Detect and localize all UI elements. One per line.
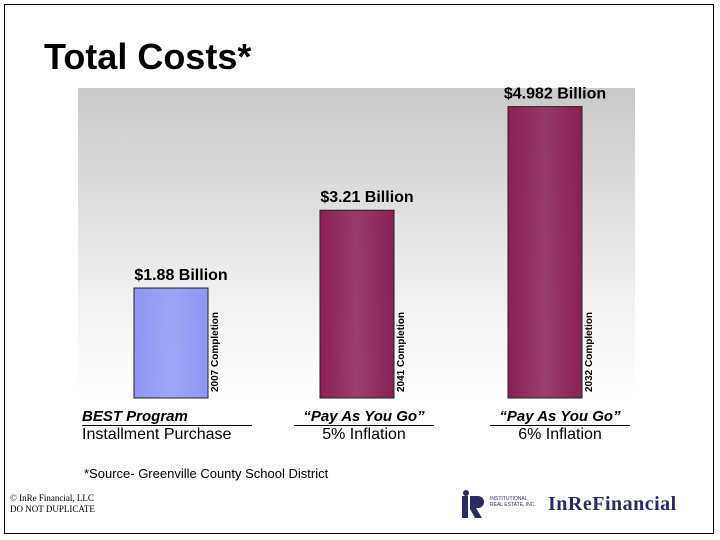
logo-wordmark: InReFinancial <box>548 493 677 515</box>
category-label-3: “Pay As You Go” 6% Inflation <box>490 408 630 444</box>
slide-title: Total Costs* <box>44 36 252 77</box>
category-top-label: BEST Program <box>82 408 252 426</box>
copyright-line: © InRe Financial, LLC <box>10 493 94 503</box>
copyright-notice: © InRe Financial, LLC DO NOT DUPLICATE <box>10 493 95 515</box>
category-bottom-label: 6% Inflation <box>518 426 602 443</box>
copyright-line: DO NOT DUPLICATE <box>10 504 95 514</box>
bar-2 <box>319 209 395 399</box>
logo-small-text: INSTITUTIONAL REAL ESTATE, INC. <box>490 496 536 508</box>
bar-1 <box>133 287 209 399</box>
category-bottom-label: 5% Inflation <box>322 426 406 443</box>
bar-3 <box>507 106 583 399</box>
source-note: *Source- Greenville County School Distri… <box>84 466 329 481</box>
category-label-1: BEST Program Installment Purchase <box>82 408 252 444</box>
logo-mark-icon <box>462 490 484 518</box>
bar-value-label: $3.21 Billion <box>320 189 413 206</box>
logo-small-line: REAL ESTATE, INC. <box>490 502 536 508</box>
bar-value-label: $1.88 Billion <box>134 267 227 284</box>
logo-small-line: INSTITUTIONAL <box>490 496 528 502</box>
category-label-2: “Pay As You Go” 5% Inflation <box>294 408 434 444</box>
category-bottom-label: Installment Purchase <box>82 426 232 443</box>
completion-label: 2041 Completion <box>396 312 407 392</box>
completion-label: 2007 Completion <box>210 312 221 392</box>
category-top-label: “Pay As You Go” <box>294 408 434 426</box>
completion-label: 2032 Completion <box>584 312 595 392</box>
bar-value-label: $4.982 Billion <box>504 86 606 103</box>
category-top-label: “Pay As You Go” <box>490 408 630 426</box>
slide-frame <box>4 4 714 534</box>
